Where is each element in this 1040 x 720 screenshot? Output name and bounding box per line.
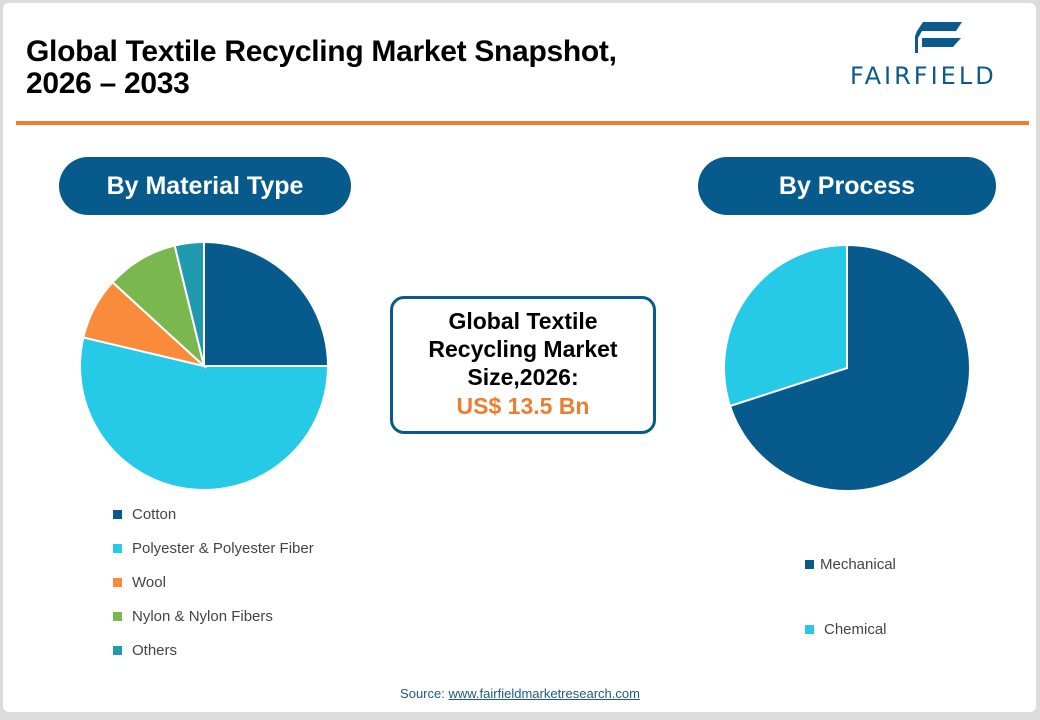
market-size-label-3: Size,2026: — [467, 364, 579, 390]
pie-slice-cotton — [203, 240, 330, 367]
legend-item-nylon: Nylon & Nylon Fibers — [113, 599, 314, 633]
legend-item-others: Others — [113, 633, 314, 667]
legend-item-mechanical: Mechanical — [805, 547, 896, 581]
fairfield-logo-icon — [915, 22, 962, 53]
legend-item-wool: Wool — [113, 565, 314, 599]
pie-slice-others — [173, 240, 205, 367]
source-footer: Source: www.fairfieldmarketresearch.com — [0, 686, 1040, 701]
market-size-box: Global Textile Recycling Market Size,202… — [390, 296, 656, 434]
process-pie-chart — [723, 243, 971, 492]
cotton-swatch-icon — [113, 509, 122, 519]
legend-item-cotton: Cotton — [113, 497, 314, 531]
title-line-1: Global Textile Recycling Market Snapshot… — [26, 35, 617, 68]
chemical-swatch-icon — [805, 624, 814, 634]
pie-slice-polyester-polyester-fiber — [79, 336, 330, 491]
pie-slice-chemical — [723, 243, 848, 408]
process-pill: By Process — [698, 157, 996, 215]
header-divider — [16, 121, 1029, 125]
process-legend: Mechanical Chemical — [805, 547, 896, 646]
legend-label: Chemical — [824, 620, 887, 638]
source-link[interactable]: www.fairfieldmarketresearch.com — [448, 686, 640, 701]
legend-label: Others — [132, 641, 178, 659]
market-size-value: US$ 13.5 Bn — [456, 393, 590, 419]
market-size-label-1: Global Textile — [448, 308, 598, 334]
legend-label: Nylon & Nylon Fibers — [132, 607, 273, 625]
material-type-pill: By Material Type — [59, 157, 351, 215]
logo-text: FAIRFIELD — [850, 62, 997, 90]
nylon-swatch-icon — [113, 611, 122, 621]
wool-swatch-icon — [113, 577, 122, 587]
source-label: Source: — [400, 686, 445, 701]
legend-label: Wool — [132, 573, 166, 591]
title-line-2: 2026 – 2033 — [26, 67, 190, 100]
legend-label: Cotton — [132, 505, 177, 523]
pie-slice-mechanical — [728, 243, 971, 492]
polyester-swatch-icon — [113, 543, 122, 553]
market-size-label-2: Recycling Market — [428, 336, 618, 362]
legend-item-chemical: Chemical — [805, 612, 896, 646]
page-title: Global Textile Recycling Market Snapshot… — [26, 36, 617, 100]
legend-item-polyester: Polyester & Polyester Fiber — [113, 531, 314, 565]
legend-label: Polyester & Polyester Fiber — [132, 539, 314, 557]
others-swatch-icon — [113, 645, 122, 655]
mechanical-swatch-icon — [805, 559, 814, 569]
legend-label: Mechanical — [820, 555, 896, 573]
material-type-legend: Cotton Polyester & Polyester Fiber Wool … — [113, 497, 314, 667]
material-type-pie-chart — [79, 240, 330, 491]
